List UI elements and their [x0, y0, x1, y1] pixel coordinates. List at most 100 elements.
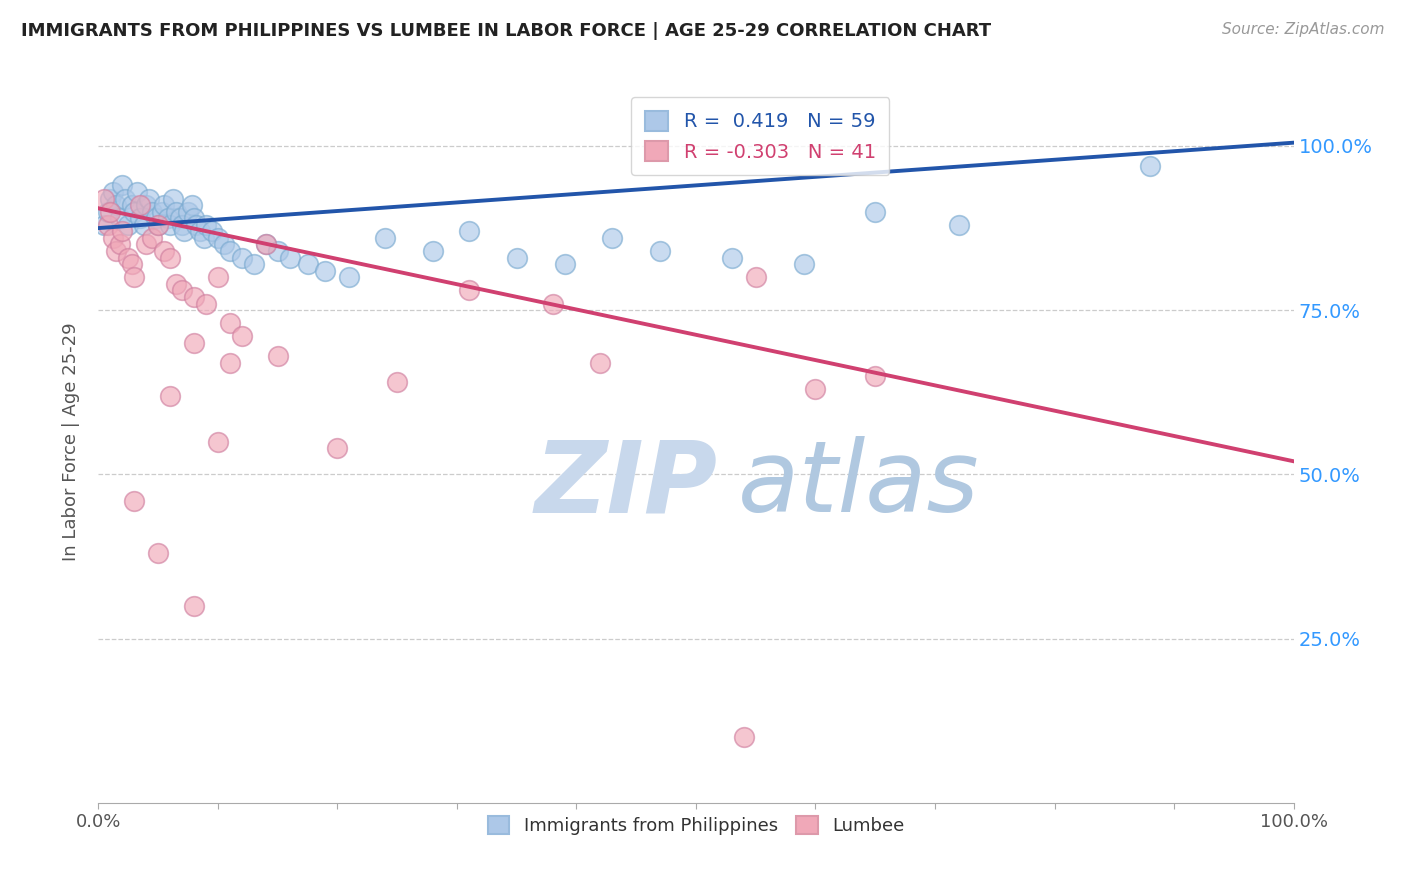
- Text: ZIP: ZIP: [534, 436, 717, 533]
- Point: [207, 434, 229, 449]
- Point: [138, 192, 160, 206]
- Point: [243, 257, 266, 271]
- Point: [865, 204, 887, 219]
- Point: [207, 270, 229, 285]
- Point: [193, 231, 215, 245]
- Point: [326, 441, 349, 455]
- Point: [254, 237, 277, 252]
- Point: [108, 211, 131, 226]
- Point: [219, 316, 242, 330]
- Point: [148, 218, 170, 232]
- Point: [145, 211, 167, 226]
- Point: [153, 198, 176, 212]
- Point: [156, 211, 179, 226]
- Point: [648, 244, 672, 258]
- Point: [195, 218, 218, 232]
- Point: [101, 231, 124, 245]
- Point: [188, 224, 211, 238]
- Point: [159, 388, 181, 402]
- Point: [745, 270, 768, 285]
- Point: [183, 599, 205, 613]
- Point: [169, 211, 191, 226]
- Point: [105, 198, 128, 212]
- Point: [177, 204, 200, 219]
- Point: [422, 244, 444, 258]
- Point: [267, 244, 290, 258]
- Point: [339, 270, 361, 285]
- Point: [374, 231, 396, 245]
- Point: [97, 218, 120, 232]
- Point: [183, 211, 205, 226]
- Point: [231, 329, 253, 343]
- Text: atlas: atlas: [738, 436, 980, 533]
- Point: [195, 296, 218, 310]
- Point: [124, 270, 146, 285]
- Point: [121, 198, 143, 212]
- Point: [554, 257, 576, 271]
- Point: [172, 218, 194, 232]
- Y-axis label: In Labor Force | Age 25-29: In Labor Force | Age 25-29: [62, 322, 80, 561]
- Point: [148, 546, 170, 560]
- Point: [132, 218, 155, 232]
- Point: [121, 257, 143, 271]
- Point: [111, 224, 134, 238]
- Point: [589, 356, 612, 370]
- Point: [207, 231, 229, 245]
- Point: [162, 192, 184, 206]
- Point: [93, 192, 115, 206]
- Point: [458, 224, 481, 238]
- Text: IMMIGRANTS FROM PHILIPPINES VS LUMBEE IN LABOR FORCE | AGE 25-29 CORRELATION CHA: IMMIGRANTS FROM PHILIPPINES VS LUMBEE IN…: [21, 22, 991, 40]
- Point: [159, 251, 181, 265]
- Point: [153, 244, 176, 258]
- Point: [125, 185, 148, 199]
- Point: [108, 237, 131, 252]
- Point: [141, 204, 163, 219]
- Point: [1139, 159, 1161, 173]
- Point: [733, 730, 755, 744]
- Point: [150, 204, 173, 219]
- Point: [135, 237, 157, 252]
- Point: [93, 218, 115, 232]
- Point: [541, 296, 564, 310]
- Point: [117, 218, 139, 232]
- Point: [173, 224, 195, 238]
- Point: [267, 349, 290, 363]
- Point: [793, 257, 815, 271]
- Point: [948, 218, 970, 232]
- Point: [111, 178, 134, 193]
- Legend: Immigrants from Philippines, Lumbee: Immigrants from Philippines, Lumbee: [478, 807, 914, 845]
- Point: [231, 251, 253, 265]
- Point: [201, 224, 224, 238]
- Point: [98, 204, 122, 219]
- Point: [278, 251, 301, 265]
- Point: [183, 290, 205, 304]
- Point: [148, 218, 170, 232]
- Point: [865, 368, 887, 383]
- Point: [135, 198, 157, 212]
- Point: [172, 284, 194, 298]
- Point: [180, 198, 202, 212]
- Point: [101, 185, 124, 199]
- Point: [385, 376, 409, 390]
- Point: [219, 356, 242, 370]
- Point: [458, 284, 481, 298]
- Point: [186, 218, 208, 232]
- Point: [219, 244, 242, 258]
- Point: [602, 231, 624, 245]
- Point: [165, 277, 187, 291]
- Point: [129, 211, 152, 226]
- Point: [212, 237, 235, 252]
- Point: [804, 382, 827, 396]
- Point: [159, 218, 181, 232]
- Point: [721, 251, 744, 265]
- Point: [254, 237, 277, 252]
- Point: [105, 244, 128, 258]
- Point: [141, 231, 163, 245]
- Point: [165, 204, 187, 219]
- Point: [117, 251, 139, 265]
- Point: [506, 251, 529, 265]
- Text: Source: ZipAtlas.com: Source: ZipAtlas.com: [1222, 22, 1385, 37]
- Point: [98, 192, 122, 206]
- Point: [129, 198, 152, 212]
- Point: [124, 204, 146, 219]
